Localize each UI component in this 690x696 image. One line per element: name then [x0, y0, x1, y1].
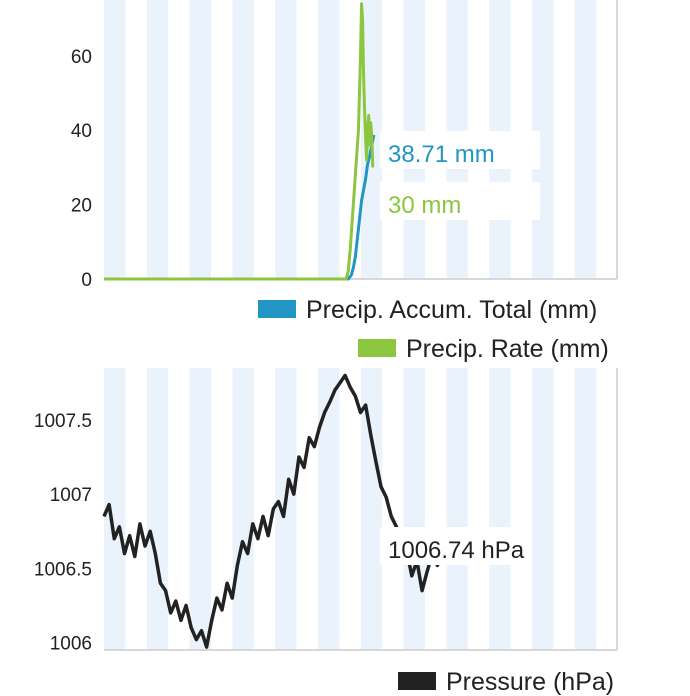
legend-swatch: [398, 672, 436, 690]
legend-label: Precip. Rate (mm): [406, 335, 609, 363]
grid-band: [318, 0, 340, 279]
end-label-box: [380, 131, 540, 169]
grid-band: [189, 368, 211, 650]
grid-band: [446, 368, 468, 650]
y-tick-label: 1007: [50, 485, 92, 506]
y-tick-label: 60: [71, 47, 92, 68]
y-tick-label: 20: [71, 196, 92, 217]
end-label: 38.71 mm: [388, 141, 495, 168]
grid-band: [146, 0, 169, 279]
series-line-pressure: [102, 373, 450, 649]
y-tick-label: 0: [81, 270, 92, 291]
series-line-accum: [104, 134, 376, 281]
end-label: 30 mm: [388, 192, 461, 219]
legend-swatch: [258, 300, 296, 318]
grid-band: [146, 368, 169, 650]
grid-band: [574, 368, 597, 650]
legend-label: Precip. Accum. Total (mm): [306, 296, 597, 324]
grid-band: [104, 0, 126, 279]
legend-label: Pressure (hPa): [446, 668, 614, 696]
grid-band: [232, 368, 254, 650]
grid-band: [532, 368, 554, 650]
y-tick-label: 1006.5: [34, 559, 92, 580]
grid-band: [232, 0, 254, 279]
grid-band: [275, 0, 297, 279]
grid-band: [360, 368, 383, 650]
grid-band: [403, 368, 425, 650]
grid-band: [189, 0, 211, 279]
series-line-rate: [104, 2, 375, 281]
grid-band: [104, 368, 126, 650]
grid-band: [574, 0, 597, 279]
y-tick-label: 1006: [50, 634, 92, 655]
end-label-box: [380, 527, 530, 565]
end-label: 1006.74 hPa: [388, 537, 525, 564]
grid-band: [318, 368, 340, 650]
grid-band: [489, 368, 511, 650]
y-tick-label: 1007.5: [34, 411, 92, 432]
end-label-box: [380, 182, 540, 220]
y-tick-label: 40: [71, 121, 92, 142]
legend-swatch: [358, 339, 396, 357]
